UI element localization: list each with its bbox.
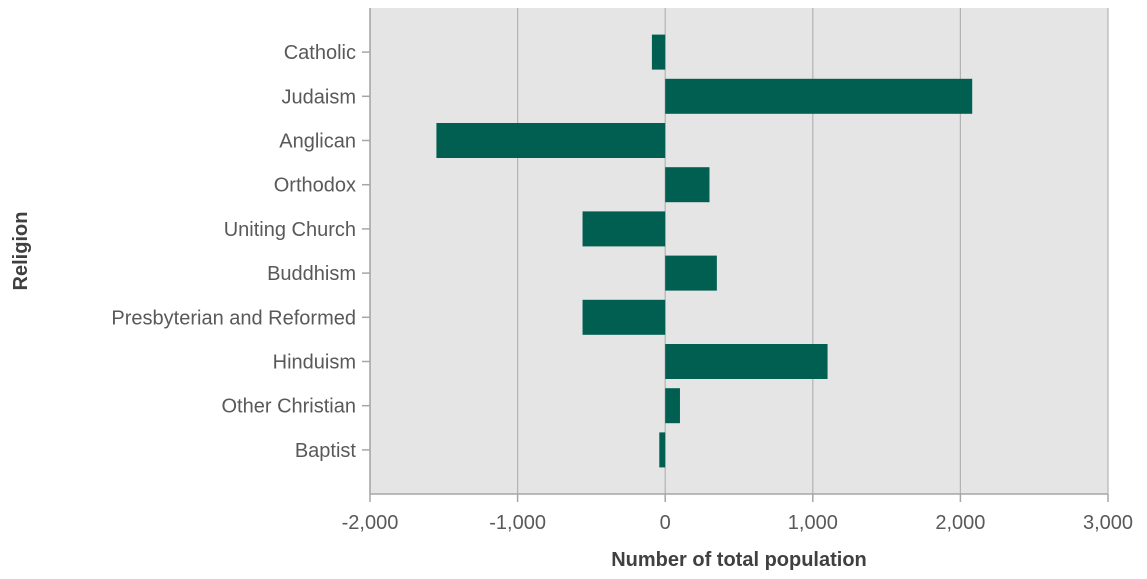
bar-orthodox (665, 167, 710, 203)
y-axis-title: Religion (10, 212, 32, 291)
y-tick-label: Buddhism (267, 263, 356, 285)
y-tick-label: Other Christian (222, 396, 357, 418)
bar-catholic (651, 34, 666, 70)
y-tick-label: Hinduism (273, 352, 356, 374)
x-tick-label: 1,000 (788, 512, 838, 534)
bar-judaism (665, 78, 973, 114)
bar-buddhism (665, 255, 717, 291)
x-axis-ticks: -2,000 -1,000 0 1,000 2,000 3,000 (342, 494, 1133, 534)
x-tick-label: 3,000 (1083, 512, 1133, 534)
bars (436, 34, 973, 468)
y-tick-label: Judaism (282, 86, 356, 108)
bar-presbyterian-and-reformed (582, 299, 666, 335)
y-tick-label: Catholic (284, 42, 356, 64)
bar-anglican (436, 123, 666, 158)
x-tick-label: 0 (660, 512, 671, 534)
x-axis-title: Number of total population (611, 549, 867, 571)
x-tick-label: 2,000 (935, 512, 985, 534)
bar-hinduism (665, 344, 828, 379)
y-tick-label: Uniting Church (224, 219, 356, 241)
y-tick-label: Anglican (279, 131, 356, 153)
bar-uniting-church (582, 211, 666, 247)
y-axis-ticks: Catholic Judaism Anglican Orthodox Uniting C… (111, 42, 370, 462)
x-tick-label: -2,000 (342, 512, 399, 534)
bar-baptist (659, 432, 666, 468)
y-tick-label: Baptist (295, 440, 357, 462)
y-tick-label: Orthodox (274, 175, 356, 197)
y-tick-label: Presbyterian and Reformed (111, 307, 356, 329)
bar-other-christian (665, 388, 680, 424)
x-tick-label: -1,000 (489, 512, 546, 534)
axes (369, 8, 1108, 495)
